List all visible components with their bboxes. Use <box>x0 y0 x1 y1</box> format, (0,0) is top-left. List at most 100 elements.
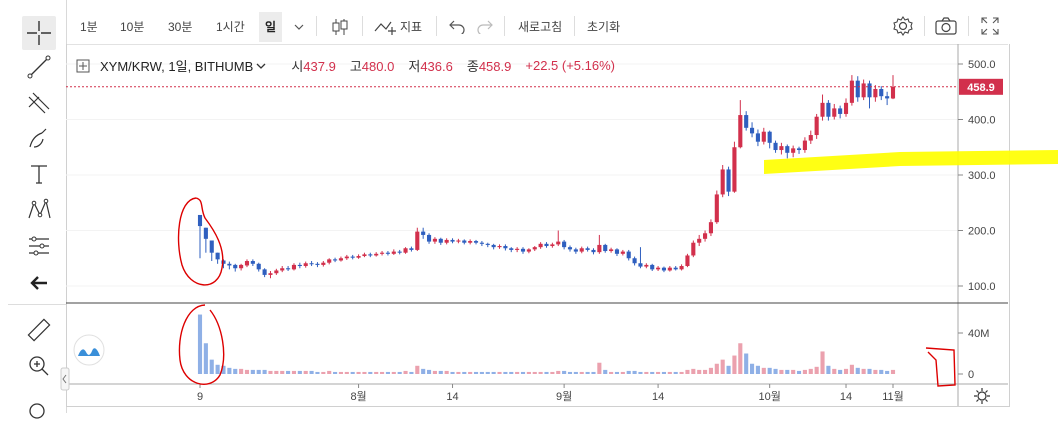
refresh-button[interactable]: 새로고침 <box>518 20 563 34</box>
price-tick-label: 300.0 <box>968 170 996 182</box>
volume-bar <box>656 371 661 374</box>
volume-bar <box>779 369 784 374</box>
camera-icon[interactable] <box>934 16 958 35</box>
settings-icon[interactable] <box>892 15 914 36</box>
volume-bar <box>767 367 772 374</box>
candle-body <box>438 238 443 243</box>
volume-bar <box>890 369 896 374</box>
volume-bar <box>667 371 672 374</box>
candle-body <box>855 80 860 98</box>
candle-body <box>244 261 250 266</box>
interval-1h[interactable]: 1시간 <box>216 20 245 34</box>
volume-bar <box>597 362 602 374</box>
volume-bar <box>755 365 760 374</box>
text-tool-icon[interactable] <box>22 157 56 191</box>
candle-body <box>796 148 802 151</box>
candle-body <box>726 169 731 192</box>
measure-icon[interactable] <box>22 229 56 263</box>
candle-body <box>826 102 831 117</box>
volume-bar <box>562 370 567 374</box>
candle-body <box>867 83 872 98</box>
candle-body <box>620 251 625 254</box>
candle-body <box>333 259 338 261</box>
interval-1d[interactable]: 일 <box>259 12 283 42</box>
volume-bar <box>432 370 437 374</box>
volume-bar <box>256 369 261 374</box>
candle-body <box>767 131 772 143</box>
interval-30m[interactable]: 30분 <box>168 20 193 34</box>
volume-bar <box>497 371 502 374</box>
time-tick-label: 9월 <box>556 390 572 403</box>
volume-indicator-icon <box>73 334 105 366</box>
candle-body <box>820 102 825 117</box>
candle-body <box>861 83 866 98</box>
candle-body <box>744 115 749 128</box>
candle-body <box>650 264 655 270</box>
volume-bar <box>620 371 625 374</box>
volume-bar <box>503 371 508 374</box>
volume-bar <box>632 370 637 374</box>
price-chart[interactable]: 500.0 400.0 300.0 200.0 100.0 40M 0 9 8월 14 9월 14… <box>0 0 1058 413</box>
toolbar-divider <box>316 16 317 36</box>
time-axis: 9 8월 14 9월 14 10월 14 11월 <box>197 384 904 403</box>
candle-body <box>473 241 479 243</box>
chevron-down-icon[interactable] <box>294 19 304 35</box>
volume-bar <box>327 370 332 374</box>
candle-body <box>403 248 408 253</box>
low-label: 저 <box>408 59 421 74</box>
volume-bar <box>550 371 555 374</box>
reset-button[interactable]: 초기화 <box>587 20 621 34</box>
volume-bar <box>509 371 514 374</box>
time-tick-label: 10월 <box>758 390 780 403</box>
volume-bar <box>380 371 385 374</box>
candle-type-icon[interactable] <box>330 17 350 35</box>
candle-body <box>203 227 208 239</box>
close-value: 458.9 <box>478 59 512 74</box>
symbol-name[interactable]: XYM/KRW, 1일, BITHUMB <box>100 59 254 74</box>
volume-bar <box>791 369 796 374</box>
expand-legend-icon[interactable] <box>76 59 90 73</box>
crosshair-icon[interactable] <box>22 16 56 50</box>
interval-10m[interactable]: 10분 <box>120 20 145 34</box>
candle-body <box>791 148 796 153</box>
volume-bar <box>661 371 667 374</box>
highlighter-stroke <box>764 150 1058 174</box>
price-tick-label: 500.0 <box>968 59 996 71</box>
indicator-icon[interactable] <box>374 17 398 35</box>
candle-body <box>444 239 449 243</box>
candle-body <box>667 267 672 271</box>
pitchfork-icon[interactable] <box>22 85 56 119</box>
candle-body <box>368 254 373 256</box>
volume-bar <box>362 371 367 374</box>
volume-bar <box>526 371 531 374</box>
arrow-left-icon[interactable] <box>22 266 56 300</box>
high-label: 고 <box>349 59 362 74</box>
candle-body <box>755 133 760 142</box>
toolbar-divider <box>362 16 363 36</box>
volume-bar <box>520 371 526 374</box>
time-tick-label: 14 <box>652 391 664 403</box>
zoom-in-icon[interactable] <box>22 349 56 383</box>
volume-bar <box>573 371 578 374</box>
ruler-icon[interactable] <box>22 313 56 347</box>
brush-icon[interactable] <box>22 121 56 155</box>
axis-settings-icon <box>974 388 990 404</box>
volume-bar <box>426 369 432 374</box>
trend-line-icon[interactable] <box>22 50 56 84</box>
close-label: 종 <box>466 59 479 74</box>
volume-bar <box>732 355 737 374</box>
volume-bar <box>479 371 484 374</box>
indicator-button[interactable]: 지표 <box>400 20 423 34</box>
volume-bar <box>315 371 320 374</box>
candle-body <box>274 270 279 274</box>
pattern-icon[interactable] <box>22 193 56 227</box>
time-tick-label: 14 <box>446 391 458 403</box>
chevron-down-icon[interactable] <box>255 60 267 72</box>
fullscreen-icon[interactable] <box>980 16 1000 35</box>
volume-bar <box>673 371 678 374</box>
volume-bar <box>650 371 655 374</box>
collapse-panel-icon <box>60 367 70 391</box>
candle-body <box>579 248 584 252</box>
volume-bar <box>802 369 807 374</box>
interval-1m[interactable]: 1분 <box>80 20 98 34</box>
